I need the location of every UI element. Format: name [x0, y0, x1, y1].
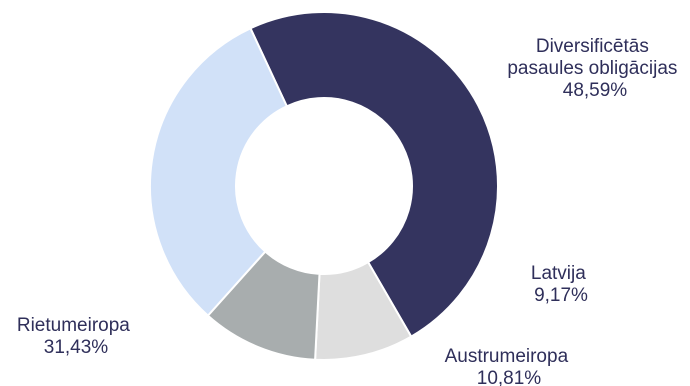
slice-value-label: 31,43%: [44, 337, 109, 358]
slice-label-line: Diversificētās: [536, 36, 649, 57]
donut-slice-diversified-bonds: [249, 10, 499, 338]
slice-label-eastern-europe: Austrumeiropa 10,81%: [445, 346, 574, 386]
slice-label-line: Rietumeiropa: [17, 315, 130, 336]
slice-label-western-europe: Rietumeiropa 31,43%: [17, 315, 135, 358]
slice-value-label: 10,81%: [477, 368, 542, 386]
slice-label-line: Austrumeiropa: [445, 346, 569, 367]
slice-value-label: 9,17%: [534, 285, 588, 306]
donut-slice-western-europe: [149, 26, 289, 318]
slice-label-line: pasaules obligācijas: [507, 58, 677, 79]
slice-label-diversified-bonds: Diversificētās pasaules obligācijas 48,5…: [507, 36, 682, 101]
donut-slices: [149, 10, 499, 361]
slice-label-latvia: Latvija 9,17%: [531, 263, 591, 306]
slice-label-line: Latvija: [531, 263, 586, 284]
slice-value-label: 48,59%: [563, 80, 628, 101]
